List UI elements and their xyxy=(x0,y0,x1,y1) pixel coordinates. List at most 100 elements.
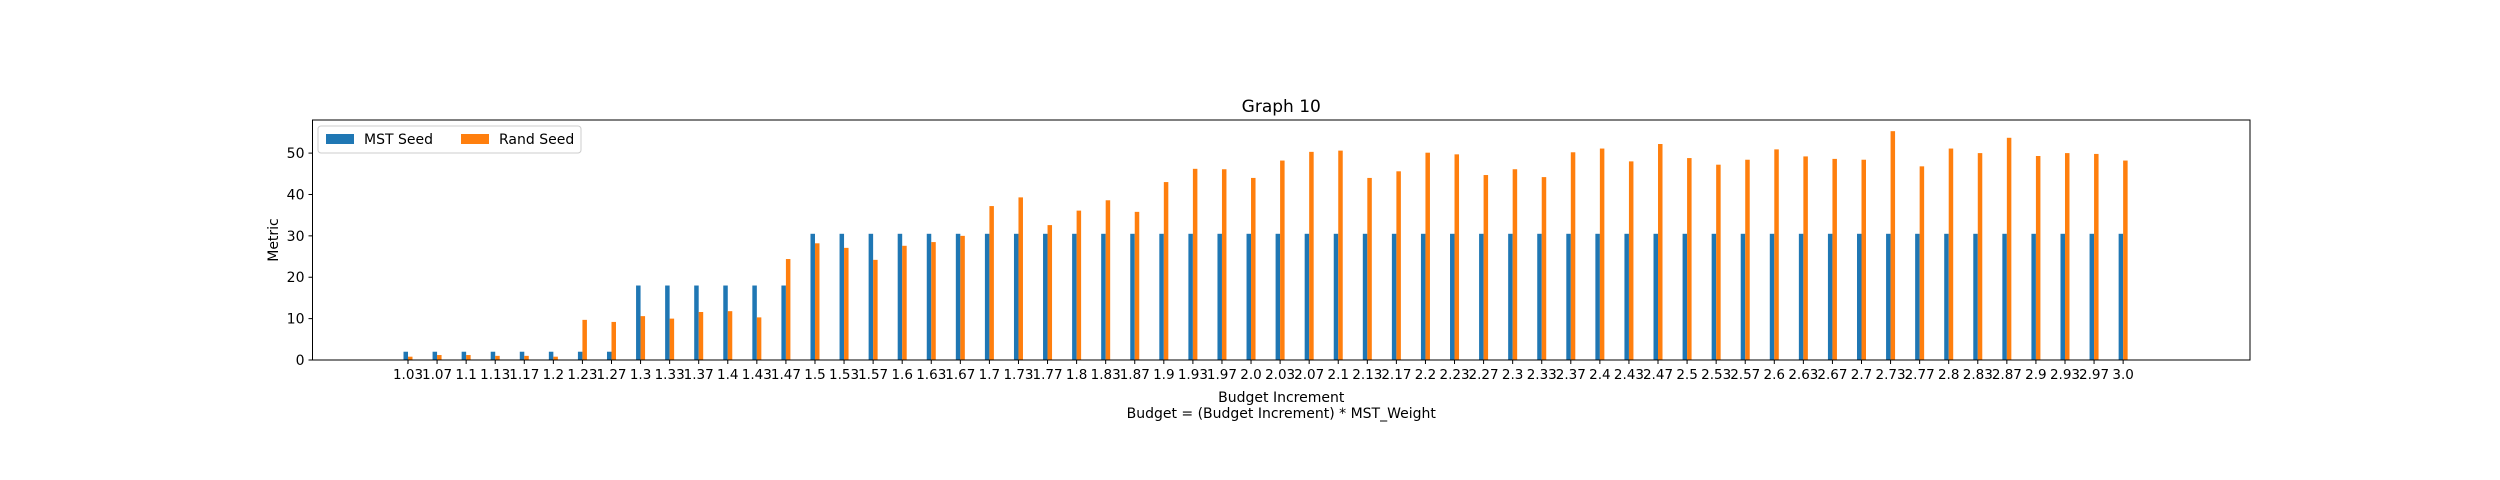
bar-rand-seed-2.37 xyxy=(1570,152,1576,360)
bar-mst-seed-1.03 xyxy=(403,351,408,360)
legend-swatch-rand-seed xyxy=(461,134,489,144)
bar-mst-seed-2.53 xyxy=(1711,233,1717,360)
bar-mst-seed-1.53 xyxy=(839,233,845,360)
x-axis: 1.03 1.07 1.1 1.13 1.17 1.2 1.23 1.27 1.3 1.33 1.3… xyxy=(393,360,2134,383)
x-tick-label: 2.57 xyxy=(1730,367,1760,383)
bar-mst-seed-1.5 xyxy=(810,233,815,360)
bar-mst-seed-2.83 xyxy=(1973,233,1978,360)
x-tick-label: 2.83 xyxy=(1963,367,1993,383)
x-tick-label: 2.37 xyxy=(1556,367,1586,383)
x-tick-label: 2.1 xyxy=(1327,367,1348,383)
bar-mst-seed-2.37 xyxy=(1566,233,1571,360)
bar-mst-seed-2.43 xyxy=(1624,233,1629,360)
bar-mst-seed-2.33 xyxy=(1537,233,1542,360)
bar-mst-seed-1.7 xyxy=(984,233,990,360)
bar-rand-seed-1.63 xyxy=(931,242,936,360)
bar-rand-seed-2.57 xyxy=(1745,159,1750,360)
bar-rand-seed-2.43 xyxy=(1628,161,1634,360)
y-tick-label: 10 xyxy=(287,312,305,328)
x-tick-label: 2.9 xyxy=(2025,367,2046,383)
bar-rand-seed-1.23 xyxy=(582,319,587,360)
bar-rand-seed-2.0 xyxy=(1251,177,1256,360)
x-tick-label: 2.6 xyxy=(1764,367,1785,383)
x-tick-label: 1.93 xyxy=(1178,367,1208,383)
bar-rand-seed-2.1 xyxy=(1338,150,1343,360)
x-axis-label: Budget Increment xyxy=(1218,390,1345,406)
x-tick-label: 1.87 xyxy=(1120,367,1150,383)
bar-mst-seed-1.33 xyxy=(665,285,670,360)
bar-rand-seed-2.33 xyxy=(1541,177,1547,360)
x-tick-label: 1.47 xyxy=(771,367,801,383)
x-tick-label: 1.23 xyxy=(567,367,597,383)
y-tick-label: 20 xyxy=(287,270,305,286)
bar-rand-seed-1.17 xyxy=(524,355,529,360)
bar-mst-seed-1.6 xyxy=(897,233,903,360)
bar-mst-seed-1.17 xyxy=(519,351,525,360)
bar-mst-seed-2.57 xyxy=(1740,233,1746,360)
bar-mst-seed-1.1 xyxy=(461,351,467,360)
bar-mst-seed-2.87 xyxy=(2002,233,2007,360)
x-tick-label: 2.07 xyxy=(1294,367,1324,383)
bar-rand-seed-1.37 xyxy=(698,312,704,360)
bar-rand-seed-3.0 xyxy=(2123,160,2128,360)
x-tick-label: 1.27 xyxy=(596,367,626,383)
bar-rand-seed-1.77 xyxy=(1047,225,1053,360)
bar-rand-seed-2.47 xyxy=(1658,144,1663,360)
bar-rand-seed-1.07 xyxy=(437,355,442,360)
x-tick-label: 2.23 xyxy=(1439,367,1469,383)
bar-rand-seed-1.9 xyxy=(1163,182,1169,360)
bar-mst-seed-1.3 xyxy=(636,285,641,360)
bar-rand-seed-2.73 xyxy=(1890,131,1896,360)
bar-rand-seed-2.97 xyxy=(2094,153,2099,360)
x-tick-label: 2.47 xyxy=(1643,367,1673,383)
bar-mst-seed-1.73 xyxy=(1013,233,1019,360)
bar-rand-seed-1.67 xyxy=(960,235,965,360)
y-axis: 0 10 20 30 40 50 xyxy=(287,146,313,369)
bar-rand-seed-2.5 xyxy=(1687,158,1692,360)
x-tick-label: 2.4 xyxy=(1589,367,1610,383)
x-axis-sublabel: Budget = (Budget Increment) * MST_Weight xyxy=(1127,406,1437,422)
x-tick-label: 2.67 xyxy=(1817,367,1847,383)
bar-rand-seed-2.9 xyxy=(2035,156,2041,360)
bars-group xyxy=(403,131,2128,360)
x-tick-label: 2.97 xyxy=(2079,367,2109,383)
bar-rand-seed-1.27 xyxy=(611,321,616,360)
bar-mst-seed-2.47 xyxy=(1653,233,1659,360)
bar-rand-seed-1.5 xyxy=(814,243,820,360)
bar-mst-seed-2.93 xyxy=(2060,233,2065,360)
bar-mst-seed-1.97 xyxy=(1217,233,1222,360)
x-tick-label: 2.5 xyxy=(1676,367,1697,383)
bar-rand-seed-1.53 xyxy=(844,247,849,360)
x-tick-label: 2.17 xyxy=(1381,367,1411,383)
x-tick-label: 1.9 xyxy=(1153,367,1174,383)
bar-rand-seed-1.47 xyxy=(785,259,791,360)
bar-rand-seed-2.13 xyxy=(1367,177,1372,360)
x-tick-label: 1.2 xyxy=(543,367,564,383)
bar-rand-seed-2.6 xyxy=(1774,149,1779,360)
bar-mst-seed-1.4 xyxy=(723,285,728,360)
x-tick-label: 2.53 xyxy=(1701,367,1731,383)
bar-mst-seed-1.77 xyxy=(1043,233,1048,360)
x-tick-label: 1.7 xyxy=(979,367,1000,383)
bar-rand-seed-2.2 xyxy=(1425,152,1430,360)
x-tick-label: 2.63 xyxy=(1788,367,1818,383)
legend-label-mst-seed: MST Seed xyxy=(364,132,433,148)
x-tick-label: 1.1 xyxy=(455,367,476,383)
bar-rand-seed-1.73 xyxy=(1018,197,1023,360)
chart-title: Graph 10 xyxy=(1242,97,1321,117)
x-tick-label: 1.03 xyxy=(393,367,423,383)
bar-mst-seed-2.5 xyxy=(1682,233,1688,360)
bar-rand-seed-2.7 xyxy=(1861,159,1866,360)
x-tick-label: 1.97 xyxy=(1207,367,1237,383)
bar-rand-seed-1.83 xyxy=(1105,200,1111,360)
x-tick-label: 2.33 xyxy=(1527,367,1557,383)
bar-mst-seed-2.23 xyxy=(1450,233,1455,360)
x-tick-label: 3.0 xyxy=(2112,367,2133,383)
bar-rand-seed-1.1 xyxy=(466,355,471,360)
bar-mst-seed-2.27 xyxy=(1479,233,1484,360)
x-tick-label: 2.27 xyxy=(1469,367,1499,383)
bar-mst-seed-1.67 xyxy=(955,233,961,360)
x-tick-label: 2.73 xyxy=(1876,367,1906,383)
bar-rand-seed-2.4 xyxy=(1599,148,1605,360)
